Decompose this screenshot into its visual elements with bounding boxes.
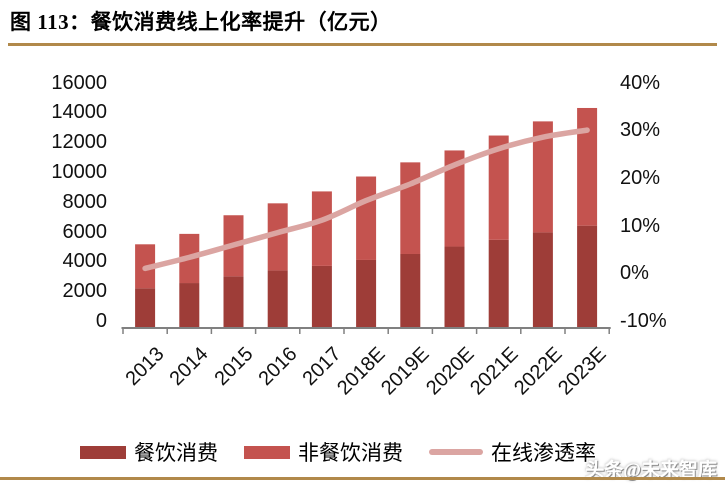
legend-label-catering: 餐饮消费 bbox=[134, 441, 218, 465]
left-axis-tick-label: 8000 bbox=[62, 190, 108, 213]
bar-catering-2013 bbox=[135, 288, 156, 327]
bar-catering-2023E bbox=[577, 225, 598, 327]
bar-non-catering-2017 bbox=[311, 191, 332, 266]
legend-item-penetration: 在线渗透率 bbox=[429, 437, 596, 467]
title-divider-line bbox=[8, 43, 717, 46]
bar-non-catering-2020E bbox=[444, 150, 465, 247]
bar-catering-2014 bbox=[179, 283, 200, 327]
legend-label-non-catering: 非餐饮消费 bbox=[298, 441, 403, 465]
bar-catering-2016 bbox=[267, 270, 288, 327]
penetration-line-swatch-icon bbox=[429, 449, 483, 455]
bar-catering-2018E bbox=[356, 259, 377, 327]
legend-label-penetration: 在线渗透率 bbox=[491, 441, 596, 465]
right-axis-tick-label: 40% bbox=[620, 71, 661, 94]
non-catering-swatch-icon bbox=[244, 445, 290, 459]
figure-number: 图 113： bbox=[10, 10, 91, 34]
watermark: 头条@未来智库 bbox=[585, 460, 717, 481]
left-axis-tick-label: 14000 bbox=[51, 101, 107, 124]
legend-item-non-catering: 非餐饮消费 bbox=[244, 437, 403, 467]
bar-non-catering-2023E bbox=[577, 107, 598, 226]
bar-non-catering-2021E bbox=[488, 135, 509, 240]
bar-catering-2022E bbox=[532, 232, 553, 327]
right-axis-tick-label: -10% bbox=[620, 310, 667, 332]
bottom-divider-line bbox=[0, 477, 725, 480]
penetration-rate-line bbox=[142, 127, 590, 272]
left-axis-tick-label: 10000 bbox=[51, 161, 107, 183]
left-axis-tick-label: 0 bbox=[95, 310, 107, 332]
bar-catering-2015 bbox=[223, 276, 244, 327]
bar-catering-2019E bbox=[400, 253, 421, 327]
chart-legend: 餐饮消费 非餐饮消费 在线渗透率 bbox=[80, 437, 596, 467]
legend-item-catering: 餐饮消费 bbox=[80, 437, 218, 467]
right-axis-tick-label: 10% bbox=[620, 214, 661, 237]
bar-non-catering-2016 bbox=[267, 203, 288, 271]
right-axis-tick-label: 30% bbox=[620, 119, 661, 142]
bar-non-catering-2022E bbox=[532, 121, 553, 233]
bar-catering-2017 bbox=[311, 265, 332, 327]
figure-title: 图 113：餐饮消费线上化率提升（亿元） bbox=[10, 6, 392, 36]
catering-swatch-icon bbox=[80, 445, 126, 459]
figure-title-text: 餐饮消费线上化率提升（亿元） bbox=[90, 10, 392, 34]
right-axis-tick-label: 20% bbox=[620, 166, 661, 189]
bar-catering-2020E bbox=[444, 246, 465, 327]
bar-non-catering-2019E bbox=[400, 162, 421, 254]
bar-catering-2021E bbox=[488, 239, 509, 327]
left-axis-tick-label: 6000 bbox=[62, 220, 108, 243]
left-axis-tick-label: 16000 bbox=[51, 71, 107, 94]
left-axis-tick-label: 4000 bbox=[62, 250, 108, 273]
right-axis-tick-label: 0% bbox=[620, 262, 649, 285]
bar-non-catering-2018E bbox=[356, 176, 377, 260]
left-axis-tick-label: 2000 bbox=[62, 280, 108, 303]
left-axis-tick-label: 12000 bbox=[51, 131, 107, 154]
